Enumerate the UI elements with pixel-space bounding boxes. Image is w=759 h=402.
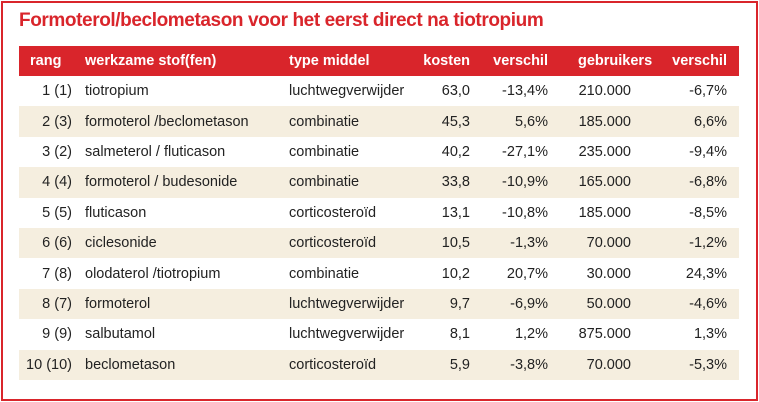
table-cell: combinatie <box>282 106 422 137</box>
table-cell: luchtwegverwijder <box>289 83 405 100</box>
table-cell: corticosteroïd <box>289 204 377 221</box>
table-cell: corticosteroïd <box>282 349 422 380</box>
table-cell: 8,1 <box>449 326 470 343</box>
table-cell: 7 (8) <box>42 265 72 282</box>
table-cell: formoterol /beclometason <box>76 106 282 137</box>
table-cell: -6,8% <box>640 167 739 198</box>
table-cell: -9,4% <box>689 143 727 160</box>
table-cell: 1,2% <box>514 326 548 343</box>
title: Formoterol/beclometason voor het eerst d… <box>19 10 544 31</box>
table-cell: -4,6% <box>640 288 739 320</box>
table-cell: -1,2% <box>640 227 739 259</box>
table-row: 1 (1) tiotropium luchtwegverwijder 63,0 -13,… <box>19 76 739 106</box>
table-cell: olodaterol /tiotropium <box>85 265 221 282</box>
table-cell: salmeterol / fluticason <box>85 143 226 160</box>
table-cell: 40,2 <box>441 143 470 160</box>
table-cell: -6,7% <box>689 83 727 100</box>
table-cell: 63,0 <box>441 83 470 100</box>
table-cell: 10,5 <box>422 227 472 259</box>
table-cell: 875.000 <box>578 326 631 343</box>
table-cell: combinatie <box>289 265 360 282</box>
table-cell: -1,3% <box>472 227 552 259</box>
table-cell: formoterol <box>76 288 282 320</box>
column-header: type middel <box>282 46 422 76</box>
table-cell: corticosteroïd <box>282 227 422 259</box>
table-cell: -27,1% <box>502 143 548 160</box>
column-header: werkzame stof(fen) <box>76 46 282 76</box>
table-row: 10 (10) beclometason corticosteroïd 5,9 -3,8… <box>19 349 739 380</box>
table: rang werkzame stof(fen) type middel kosten v… <box>19 46 739 380</box>
table-cell: 235.000 <box>578 143 631 160</box>
table-cell: salbutamol <box>85 326 156 343</box>
table-cell: 5 (5) <box>42 204 72 221</box>
table-cell: 50.000 <box>552 288 640 320</box>
table-cell: -3,8% <box>472 349 552 380</box>
table-cell: 5,9 <box>422 349 472 380</box>
table-cell: 20,7% <box>506 265 548 282</box>
table-row: 8 (7) formoterol luchtwegverwijder 9,7 -6,9%… <box>19 288 739 320</box>
table-cell: -13,4% <box>502 83 548 100</box>
column-header: verschil <box>640 46 739 76</box>
table-cell: 10,2 <box>441 265 470 282</box>
table-cell: fluticason <box>85 204 147 221</box>
table-row: 9 (9) salbutamol luchtwegverwijder 8,1 1,2% 8… <box>19 319 739 349</box>
table-cell: luchtwegverwijder <box>289 326 405 343</box>
table-cell: 9 (9) <box>42 326 72 343</box>
table-cell: 33,8 <box>422 167 472 198</box>
table-row: 4 (4) formoterol / budesonide combinatie 33… <box>19 167 739 198</box>
table-cell: 8 (7) <box>19 288 76 320</box>
table-cell: 70.000 <box>552 349 640 380</box>
table-cell: 6,6% <box>640 106 739 137</box>
table-cell: 9,7 <box>422 288 472 320</box>
table-cell: 10 (10) <box>19 349 76 380</box>
table-cell: 3 (2) <box>42 143 72 160</box>
table-cell: 6 (6) <box>19 227 76 259</box>
table-cell: ciclesonide <box>76 227 282 259</box>
table-cell: 185.000 <box>552 106 640 137</box>
table-row: 5 (5) fluticason corticosteroïd 13,1 -10,8% 1… <box>19 198 739 228</box>
table-body: 1 (1) tiotropium luchtwegverwijder 63,0 -13,… <box>19 76 739 380</box>
table-cell: formoterol / budesonide <box>76 167 282 198</box>
header-row: rang werkzame stof(fen) type middel kosten v… <box>19 46 739 76</box>
table-cell: 70.000 <box>552 227 640 259</box>
table-cell: 1,3% <box>693 326 727 343</box>
table-cell: tiotropium <box>85 83 149 100</box>
table-cell: 30.000 <box>586 265 631 282</box>
table-cell: -10,9% <box>472 167 552 198</box>
table-cell: combinatie <box>282 167 422 198</box>
table-cell: 4 (4) <box>19 167 76 198</box>
table-row: 3 (2) salmeterol / fluticason combinatie 40… <box>19 137 739 167</box>
column-header: kosten <box>422 46 472 76</box>
table-cell: beclometason <box>76 349 282 380</box>
table-row: 6 (6) ciclesonide corticosteroïd 10,5 -1,3% 7… <box>19 227 739 259</box>
table-cell: 45,3 <box>422 106 472 137</box>
table-cell: 185.000 <box>578 204 631 221</box>
table-cell: 5,6% <box>472 106 552 137</box>
table-cell: -8,5% <box>689 204 727 221</box>
table-cell: 13,1 <box>441 204 470 221</box>
table-cell: combinatie <box>289 143 360 160</box>
table-cell: 210.000 <box>578 83 631 100</box>
table-cell: luchtwegverwijder <box>282 288 422 320</box>
table-row: 2 (3) formoterol /beclometason combinatie 4… <box>19 106 739 137</box>
table-cell: -6,9% <box>472 288 552 320</box>
table-cell: 165.000 <box>552 167 640 198</box>
table-cell: -5,3% <box>640 349 739 380</box>
table-cell: 24,3% <box>685 265 727 282</box>
table-cell: 2 (3) <box>19 106 76 137</box>
column-header: rang <box>19 46 76 76</box>
column-header: verschil <box>472 46 552 76</box>
table-cell: 1 (1) <box>42 83 72 100</box>
table-row: 7 (8) olodaterol /tiotropium combinatie 10,… <box>19 258 739 288</box>
table-cell: -10,8% <box>502 204 548 221</box>
column-header: gebruikers <box>552 46 652 76</box>
